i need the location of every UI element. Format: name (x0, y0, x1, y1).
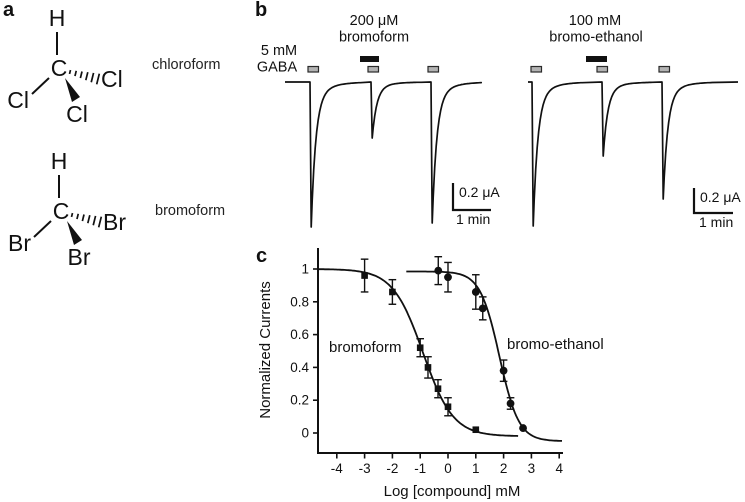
atom-label-left: Cl (7, 87, 29, 113)
bond-hash-mark (90, 72, 95, 83)
gaba-application-box (427, 65, 440, 73)
compound-label-bromoform-line1: 200 μM (350, 13, 399, 29)
gaba-application-box (658, 65, 671, 73)
x-tick-label: 1 (472, 461, 480, 476)
atom-label-left: Br (8, 230, 31, 256)
bond-hash-mark (92, 215, 97, 226)
data-point-circle (506, 399, 515, 408)
bond-hash-mark (79, 71, 83, 79)
y-tick-label: 1 (301, 262, 309, 277)
x-tick-label: 2 (500, 461, 508, 476)
scalebar-amplitude-label-left: 0.2 μA (459, 184, 500, 200)
chart-graphics: -4 -3 -2 -1 0 1 2 3 4 0 0.2 0.4 0.6 0.8 1 (290, 248, 563, 476)
compound-application-bar (360, 56, 379, 62)
series-label-bromoform: bromoform (329, 339, 402, 356)
gaba-application-box (307, 65, 320, 73)
atom-label-right: Br (103, 209, 126, 235)
x-tick-label: -2 (386, 461, 398, 476)
atom-label-bottom: Cl (66, 101, 88, 127)
current-trace (285, 81, 483, 228)
data-point-square (424, 364, 432, 371)
gaba-application-box (596, 65, 609, 73)
y-tick-label: 0.2 (290, 393, 309, 408)
bond-hash-mark (86, 215, 91, 224)
scalebar-time-label-right: 1 min (699, 214, 733, 230)
data-point-circle (434, 266, 443, 275)
bond-hash-mark (84, 72, 89, 81)
series-label-bromoethanol: bromo-ethanol (507, 336, 604, 353)
atom-label-center: C (51, 55, 68, 81)
data-point-square (472, 426, 480, 434)
panel-c-chart: -4 -3 -2 -1 0 1 2 3 4 0 0.2 0.4 0.6 0.8 1 Log [compoun… (257, 248, 604, 500)
bond-hash-mark (81, 214, 85, 222)
data-point-circle (444, 273, 452, 282)
x-tick-label: 4 (555, 461, 563, 476)
y-axis-title: Normalized Currents (257, 281, 274, 419)
compound-label-bromoethanol-line2: bromo-ethanol (549, 30, 643, 46)
bond-hash-mark (74, 70, 78, 77)
panel-b-letter: b (255, 0, 268, 21)
data-point-square (361, 272, 368, 279)
x-tick-label: -4 (331, 461, 343, 476)
y-tick-label: 0.4 (290, 360, 309, 375)
atom-label-center: C (53, 198, 70, 224)
scale-bar (451, 183, 491, 212)
scalebar-time-label-left: 1 min (456, 211, 490, 227)
molecule-bromoform: HC Br Br Br (8, 148, 126, 270)
atom-label-right: Cl (101, 66, 123, 92)
bond-hash-mark (95, 73, 101, 85)
x-tick-label: 0 (444, 461, 452, 476)
gaba-application-box (530, 65, 543, 73)
compound-label-bromoethanol-line1: 100 mM (569, 13, 621, 29)
x-axis-title: Log [compound] mM (384, 483, 521, 500)
y-tick-label: 0.8 (290, 294, 309, 309)
atom-label-top: H (49, 5, 66, 31)
atom-label-bottom: Br (68, 244, 91, 270)
data-point-circle (499, 366, 508, 375)
x-tick-label: -1 (414, 461, 426, 476)
bond-plain (31, 77, 50, 95)
compound-label-bromoform-line2: bromoform (339, 30, 409, 46)
y-tick-label: 0 (301, 426, 309, 441)
bond-hash-mark (70, 212, 74, 218)
compound-application-bar (586, 56, 607, 62)
current-traces (285, 56, 739, 228)
fit-curve-bromo-ethanol (406, 270, 562, 442)
data-point-square (389, 288, 396, 296)
y-tick-label: 0.6 (290, 327, 309, 342)
bond-hash-mark (68, 69, 72, 75)
bond-hash-mark (97, 216, 103, 228)
molecule-name-bromoform: bromoform (155, 203, 226, 219)
gaba-label-line2: GABA (257, 60, 298, 76)
data-point-square (444, 403, 452, 411)
molecule-name-chloroform: chloroform (152, 57, 221, 73)
bond-plain (33, 220, 52, 238)
x-tick-label: 3 (528, 461, 536, 476)
panel-b-traces: 5 mM GABA 200 μM bromoform 100 mM bromo-… (257, 13, 742, 230)
bond-hash-mark (76, 213, 80, 220)
scale-bar (692, 188, 733, 215)
molecule-chloroform: HC Cl Cl Cl (7, 5, 122, 127)
panel-c-letter: c (256, 245, 268, 267)
data-point-square (416, 344, 424, 352)
gaba-label-line1: 5 mM (261, 43, 297, 59)
data-point-circle (471, 288, 480, 296)
atom-label-top: H (51, 148, 68, 174)
data-point-square (434, 385, 442, 393)
panel-a-letter: a (3, 0, 15, 21)
data-point-circle (519, 424, 527, 432)
bond-wedge (65, 78, 80, 102)
data-point-circle (478, 304, 487, 313)
x-tick-label: -3 (359, 461, 371, 476)
bond-wedge (67, 221, 82, 245)
scalebar-amplitude-label-right: 0.2 μA (700, 189, 741, 205)
gaba-application-box (367, 65, 380, 73)
current-trace (528, 81, 739, 227)
